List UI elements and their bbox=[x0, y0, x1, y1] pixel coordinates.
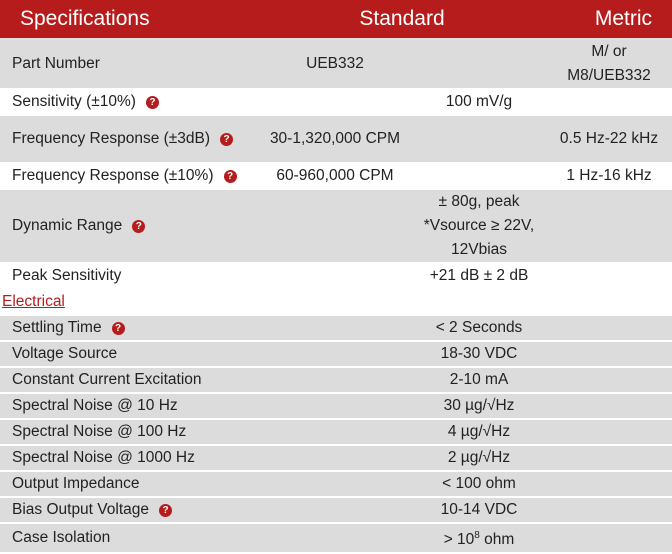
value: < 2 Seconds bbox=[412, 315, 547, 342]
row-label: Spectral Noise @ 100 Hz bbox=[0, 419, 258, 446]
table-row: Peak Sensitivity +21 dB ± 2 dB bbox=[0, 263, 672, 290]
table-row: Bias Output Voltage? 10-14 VDC bbox=[0, 497, 672, 524]
table-row: Case Isolation > 108 ohm bbox=[0, 523, 672, 554]
value: 10-14 VDC bbox=[412, 497, 547, 524]
table-row: Output Impedance < 100 ohm bbox=[0, 471, 672, 498]
value: 2-10 mA bbox=[412, 367, 547, 394]
value: 2 µg/√Hz bbox=[412, 445, 547, 472]
table-row: Sensitivity (±10%)? 100 mV/g bbox=[0, 89, 672, 116]
header-standard: Standard bbox=[258, 0, 547, 40]
row-label: Spectral Noise @ 10 Hz bbox=[0, 393, 258, 420]
question-circle-icon[interactable]: ? bbox=[223, 170, 237, 183]
table-row: Part Number UEB332 M/ or M8/UEB332 bbox=[0, 39, 672, 90]
question-circle-icon[interactable]: ? bbox=[111, 322, 125, 335]
row-label: Spectral Noise @ 1000 Hz bbox=[0, 445, 258, 472]
standard-value: 30-1,320,000 CPM bbox=[258, 115, 412, 164]
header-metric: Metric bbox=[546, 0, 672, 40]
table-row: Constant Current Excitation 2-10 mA bbox=[0, 367, 672, 394]
value: 100 mV/g bbox=[412, 89, 547, 116]
standard-value: UEB332 bbox=[258, 39, 412, 90]
electrical-section-link[interactable]: Electrical bbox=[2, 293, 65, 310]
question-circle-icon[interactable]: ? bbox=[159, 504, 173, 517]
table-row: Spectral Noise @ 1000 Hz 2 µg/√Hz bbox=[0, 445, 672, 472]
row-label: Output Impedance bbox=[0, 471, 258, 498]
row-label: Part Number bbox=[0, 39, 258, 90]
table-row: Frequency Response (±3dB)? 30-1,320,000 … bbox=[0, 115, 672, 164]
row-label: Frequency Response (±10%)? bbox=[0, 163, 258, 190]
table-row: Dynamic Range? ± 80g, peak *Vsource ≥ 22… bbox=[0, 189, 672, 264]
row-label: Dynamic Range? bbox=[0, 189, 258, 264]
row-label: Voltage Source bbox=[0, 341, 258, 368]
question-circle-icon[interactable]: ? bbox=[220, 133, 234, 146]
row-label: Settling Time? bbox=[0, 315, 258, 342]
table-row: Settling Time? < 2 Seconds bbox=[0, 315, 672, 342]
table-row: Spectral Noise @ 10 Hz 30 µg/√Hz bbox=[0, 393, 672, 420]
table-header: Specifications Standard Metric bbox=[0, 0, 672, 40]
value: 18-30 VDC bbox=[412, 341, 547, 368]
table-row: Frequency Response (±10%)? 60-960,000 CP… bbox=[0, 163, 672, 190]
value: ± 80g, peak *Vsource ≥ 22V, 12Vbias bbox=[412, 189, 547, 264]
header-specifications: Specifications bbox=[0, 0, 258, 40]
value: 30 µg/√Hz bbox=[412, 393, 547, 420]
table-row: Voltage Source 18-30 VDC bbox=[0, 341, 672, 368]
value: +21 dB ± 2 dB bbox=[412, 263, 547, 290]
row-label: Sensitivity (±10%)? bbox=[0, 89, 258, 116]
table-row: Spectral Noise @ 100 Hz 4 µg/√Hz bbox=[0, 419, 672, 446]
metric-value: 0.5 Hz-22 kHz bbox=[546, 115, 672, 164]
row-label: Bias Output Voltage? bbox=[0, 497, 258, 524]
value: > 108 ohm bbox=[412, 523, 547, 554]
standard-value: 60-960,000 CPM bbox=[258, 163, 412, 190]
metric-value: 1 Hz-16 kHz bbox=[546, 163, 672, 190]
value: 4 µg/√Hz bbox=[412, 419, 547, 446]
row-label: Frequency Response (±3dB)? bbox=[0, 115, 258, 164]
row-label: Peak Sensitivity bbox=[0, 263, 258, 290]
section-row: Electrical bbox=[0, 289, 672, 316]
row-label: Case Isolation bbox=[0, 523, 258, 554]
question-circle-icon[interactable]: ? bbox=[132, 220, 146, 233]
metric-value: M/ or M8/UEB332 bbox=[546, 39, 672, 90]
question-circle-icon[interactable]: ? bbox=[145, 96, 159, 109]
value: < 100 ohm bbox=[412, 471, 547, 498]
row-label: Constant Current Excitation bbox=[0, 367, 258, 394]
